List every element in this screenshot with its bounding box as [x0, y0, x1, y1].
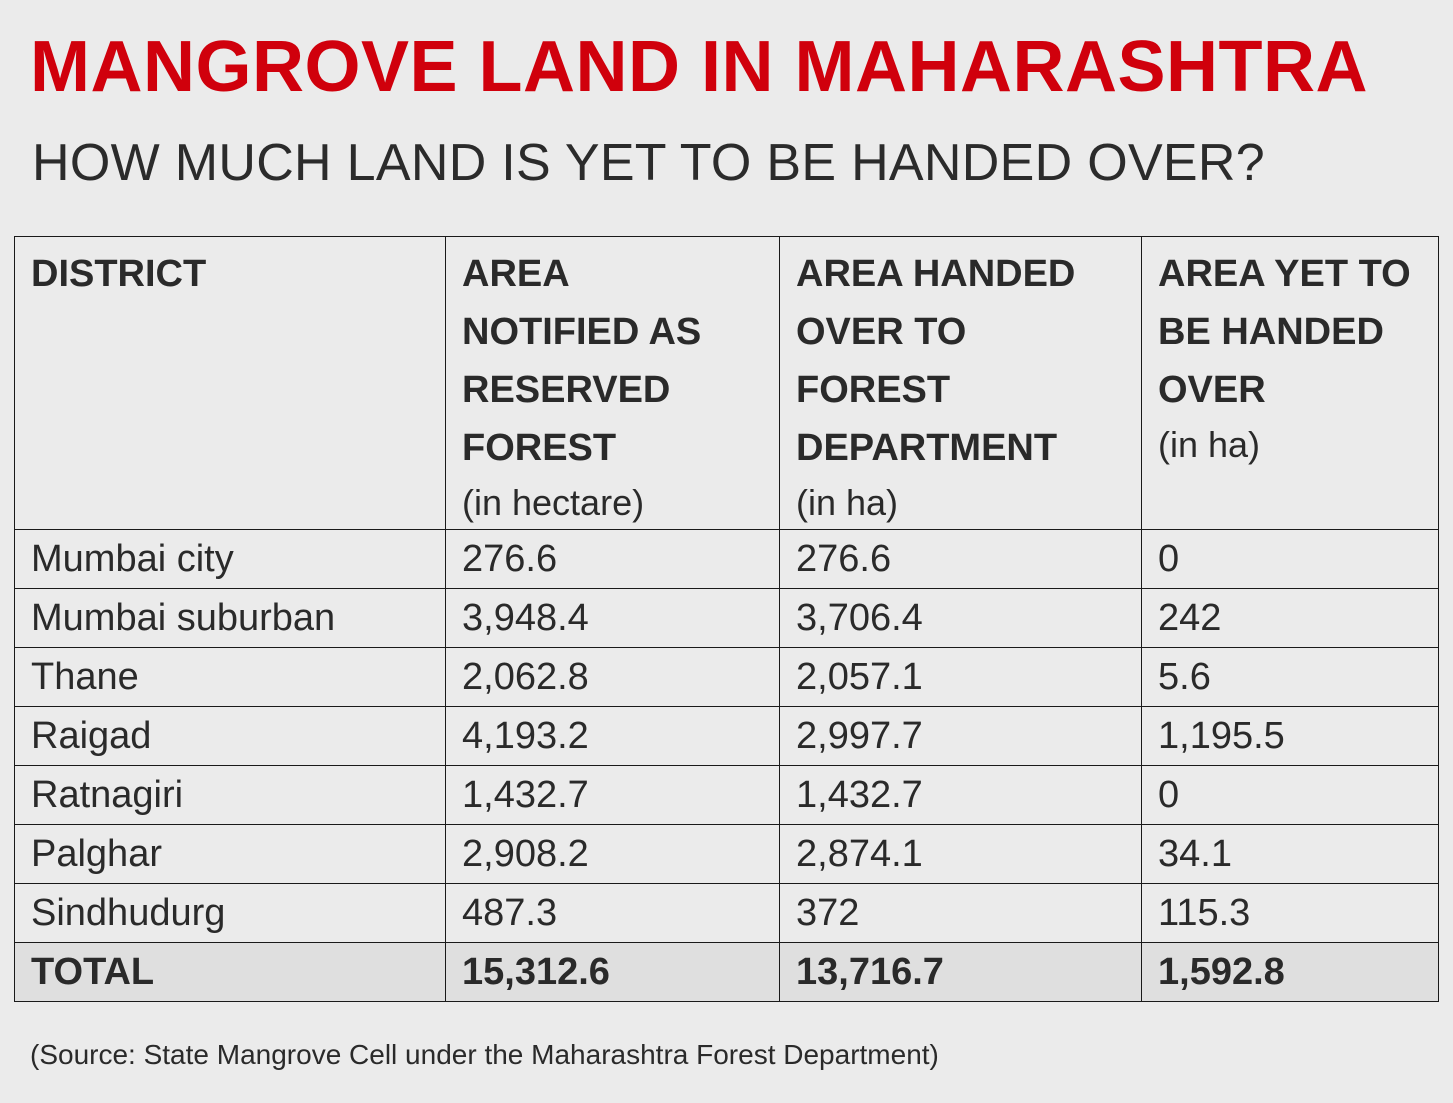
table-row: Mumbai city 276.6 276.6 0: [14, 529, 1439, 589]
cell-yet-to-hand-over: 34.1: [1141, 824, 1439, 884]
cell-notified: 1,432.7: [445, 765, 780, 825]
cell-district: Sindhudurg: [14, 883, 446, 943]
mangrove-land-table: DISTRICT AREA NOTIFIED AS RESERVED FORES…: [14, 236, 1439, 1002]
cell-district: Thane: [14, 647, 446, 707]
column-header-label: DISTRICT: [31, 253, 207, 295]
cell-handed-over: 2,057.1: [779, 647, 1142, 707]
column-header-area-handed-over: AREA HANDED OVER TO FOREST DEPARTMENT (i…: [779, 236, 1142, 530]
cell-yet-to-hand-over: 5.6: [1141, 647, 1439, 707]
cell-district: Raigad: [14, 706, 446, 766]
column-header-unit: (in hectare): [462, 482, 645, 523]
page-subtitle: HOW MUCH LAND IS YET TO BE HANDED OVER?: [32, 134, 1265, 192]
cell-notified: 2,062.8: [445, 647, 780, 707]
column-header-area-yet-to-hand-over: AREA YET TO BE HANDED OVER (in ha): [1141, 236, 1439, 530]
cell-notified: 3,948.4: [445, 588, 780, 648]
cell-district: Mumbai city: [14, 529, 446, 589]
column-header-area-notified: AREA NOTIFIED AS RESERVED FOREST (in hec…: [445, 236, 780, 530]
cell-notified: 276.6: [445, 529, 780, 589]
cell-handed-over: 3,706.4: [779, 588, 1142, 648]
cell-district: Ratnagiri: [14, 765, 446, 825]
cell-total-handed-over: 13,716.7: [779, 942, 1142, 1002]
cell-handed-over: 1,432.7: [779, 765, 1142, 825]
cell-yet-to-hand-over: 0: [1141, 765, 1439, 825]
table-total-row: TOTAL 15,312.6 13,716.7 1,592.8: [14, 942, 1439, 1002]
cell-total-notified: 15,312.6: [445, 942, 780, 1002]
column-header-label: AREA NOTIFIED AS RESERVED FOREST: [462, 253, 702, 469]
cell-handed-over: 2,874.1: [779, 824, 1142, 884]
cell-notified: 487.3: [445, 883, 780, 943]
cell-yet-to-hand-over: 1,195.5: [1141, 706, 1439, 766]
table-row: Mumbai suburban 3,948.4 3,706.4 242: [14, 588, 1439, 648]
column-header-unit: (in ha): [1158, 424, 1261, 465]
table-row: Sindhudurg 487.3 372 115.3: [14, 883, 1439, 943]
table-row: Ratnagiri 1,432.7 1,432.7 0: [14, 765, 1439, 825]
cell-district: Palghar: [14, 824, 446, 884]
cell-yet-to-hand-over: 0: [1141, 529, 1439, 589]
column-header-label: AREA YET TO BE HANDED OVER: [1158, 253, 1411, 411]
column-header-district: DISTRICT: [14, 236, 446, 530]
page-title: MANGROVE LAND IN MAHARASHTRA: [30, 27, 1368, 107]
cell-notified: 2,908.2: [445, 824, 780, 884]
cell-handed-over: 2,997.7: [779, 706, 1142, 766]
cell-notified: 4,193.2: [445, 706, 780, 766]
table-header-row: DISTRICT AREA NOTIFIED AS RESERVED FORES…: [14, 236, 1439, 530]
cell-handed-over: 372: [779, 883, 1142, 943]
table-row: Thane 2,062.8 2,057.1 5.6: [14, 647, 1439, 707]
cell-yet-to-hand-over: 115.3: [1141, 883, 1439, 943]
source-note: (Source: State Mangrove Cell under the M…: [30, 1039, 939, 1070]
table-row: Raigad 4,193.2 2,997.7 1,195.5: [14, 706, 1439, 766]
cell-handed-over: 276.6: [779, 529, 1142, 589]
column-header-label: AREA HANDED OVER TO FOREST DEPARTMENT: [796, 253, 1076, 469]
column-header-unit: (in ha): [796, 482, 899, 523]
table-row: Palghar 2,908.2 2,874.1 34.1: [14, 824, 1439, 884]
cell-yet-to-hand-over: 242: [1141, 588, 1439, 648]
cell-district: Mumbai suburban: [14, 588, 446, 648]
cell-total-label: TOTAL: [14, 942, 446, 1002]
cell-total-yet-to-hand-over: 1,592.8: [1141, 942, 1439, 1002]
